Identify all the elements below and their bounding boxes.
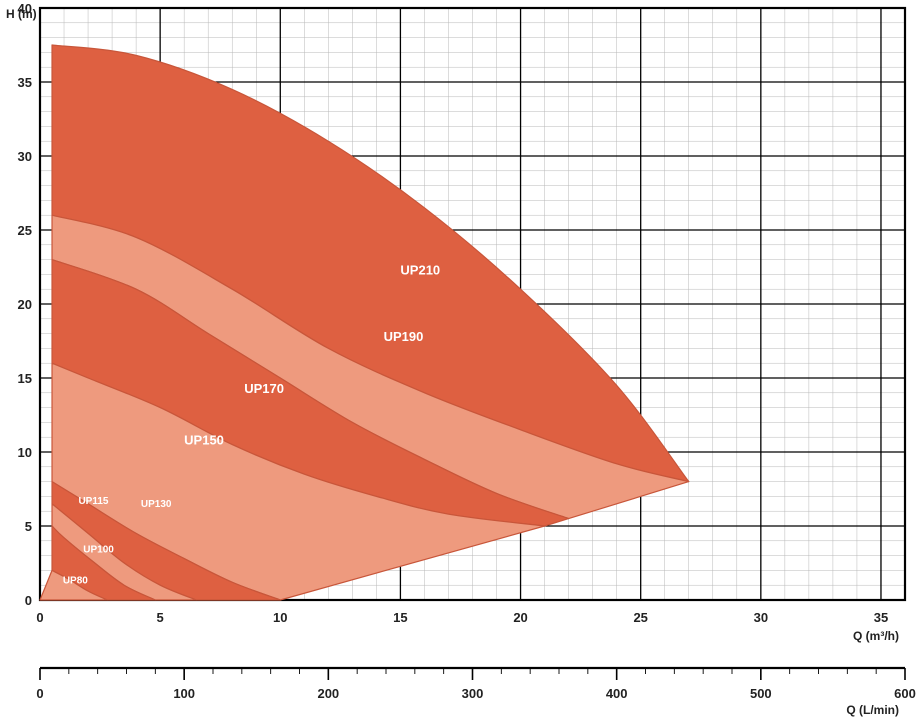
y-tick: 20 bbox=[18, 297, 32, 312]
label-up115: UP115 bbox=[78, 496, 108, 507]
label-up210: UP210 bbox=[400, 262, 440, 277]
x-tick-bottom: 300 bbox=[462, 686, 484, 701]
x-tick-top: 30 bbox=[754, 610, 768, 625]
label-up100: UP100 bbox=[83, 545, 114, 556]
pump-curve-chart: UP210 UP190 UP170 UP150 UP130 UP115 UP100 UP80 0… bbox=[0, 0, 920, 718]
y-tick: 0 bbox=[25, 593, 32, 608]
x-tick-top: 5 bbox=[157, 610, 164, 625]
label-up170: UP170 bbox=[244, 381, 284, 396]
y-tick: 10 bbox=[18, 445, 32, 460]
y-tick: 25 bbox=[18, 223, 32, 238]
x-tick-top: 20 bbox=[513, 610, 527, 625]
x-tick-top: 25 bbox=[633, 610, 647, 625]
x-tick-top: 35 bbox=[874, 610, 888, 625]
label-up150: UP150 bbox=[184, 433, 224, 448]
x-axis-label-top: Q (m³/h) bbox=[853, 629, 899, 643]
y-axis-label: H (m) bbox=[6, 7, 37, 21]
x-tick-top: 10 bbox=[273, 610, 287, 625]
x-tick-bottom: 600 bbox=[894, 686, 916, 701]
x-tick-bottom: 500 bbox=[750, 686, 772, 701]
x-tick-bottom: 400 bbox=[606, 686, 628, 701]
x-tick-top: 0 bbox=[36, 610, 43, 625]
x-tick-bottom: 0 bbox=[36, 686, 43, 701]
y-tick: 35 bbox=[18, 75, 32, 90]
y-tick: 15 bbox=[18, 371, 32, 386]
y-tick: 5 bbox=[25, 519, 32, 534]
x-tick-top: 15 bbox=[393, 610, 407, 625]
label-up190: UP190 bbox=[384, 329, 424, 344]
x-tick-bottom: 200 bbox=[317, 686, 339, 701]
x-tick-bottom: 100 bbox=[173, 686, 195, 701]
label-up130: UP130 bbox=[141, 499, 172, 510]
x-axis-label-bottom: Q (L/min) bbox=[846, 703, 899, 717]
y-tick: 30 bbox=[18, 149, 32, 164]
label-up80: UP80 bbox=[63, 576, 88, 587]
